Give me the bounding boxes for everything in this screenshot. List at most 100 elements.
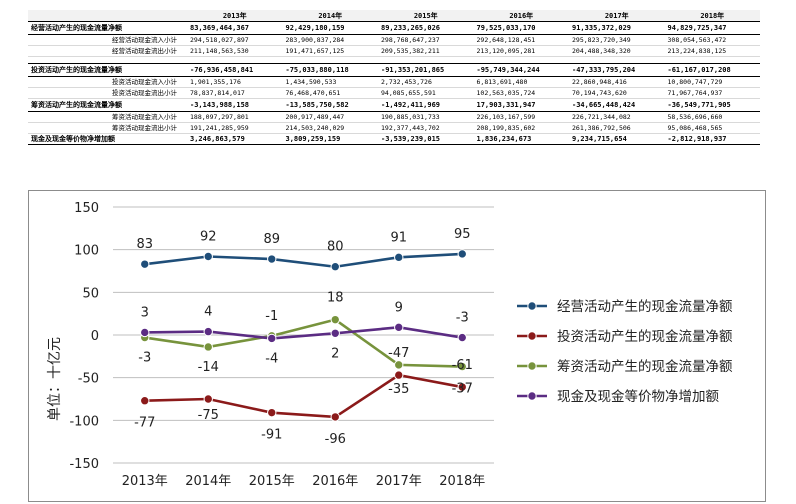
- data-point: [330, 412, 340, 422]
- data-label: 92: [200, 229, 217, 244]
- y-tick-label: -150: [69, 457, 99, 472]
- value-cell: -61,167,017,208: [664, 63, 760, 77]
- value-cell: 226,721,344,082: [569, 111, 665, 123]
- value-cell: 214,503,240,029: [282, 122, 378, 134]
- cash-flow-table: 2013年 2014年 2015年 2016年 2017年 2018年 经营活动…: [28, 10, 760, 145]
- data-label: -77: [134, 416, 155, 431]
- y-tick-label: -100: [69, 414, 99, 429]
- y-tick-label: 100: [74, 244, 99, 259]
- value-cell: 204,488,348,320: [569, 45, 665, 57]
- spacer-cell: [187, 56, 283, 64]
- value-cell: 190,885,031,733: [378, 111, 474, 123]
- data-label: 91: [390, 230, 407, 245]
- value-cell: -1,492,411,969: [378, 98, 474, 112]
- value-cell: 71,967,764,937: [664, 87, 760, 99]
- value-cell: 261,386,792,506: [569, 122, 665, 134]
- value-cell: 89,233,265,026: [378, 21, 474, 35]
- data-label: -4: [265, 351, 278, 366]
- data-label: -1: [265, 309, 278, 324]
- row-label: 筹资活动现金流入小计: [28, 111, 187, 123]
- value-cell: 2,732,453,726: [378, 76, 474, 88]
- row-label: 投资活动现金流入小计: [28, 76, 187, 88]
- x-tick-label: 2013年: [122, 474, 168, 489]
- value-cell: 308,054,563,472: [664, 34, 760, 46]
- table-row: 现金及现金等价物净增加额 3,246,863,579 3,809,259,159 -3…: [28, 133, 760, 145]
- data-label: -91: [261, 428, 282, 443]
- value-cell: -47,333,795,204: [569, 63, 665, 77]
- series-line: [144, 326, 463, 340]
- legend-swatch-marker: [527, 361, 537, 371]
- year-header: 2016年: [473, 10, 569, 22]
- value-cell: 213,120,095,281: [473, 45, 569, 57]
- value-cell: 209,535,382,211: [378, 45, 474, 57]
- data-label: 83: [136, 237, 153, 252]
- row-label: 经营活动现金流入小计: [28, 34, 187, 46]
- value-cell: -91,353,201,865: [378, 63, 474, 77]
- value-cell: 192,377,443,702: [378, 122, 474, 134]
- table-row: 经营活动现金流出小计 211,148,563,530 191,471,657,125…: [28, 45, 760, 57]
- data-point: [394, 322, 404, 333]
- data-label: -75: [198, 408, 219, 423]
- year-header: 2018年: [664, 10, 760, 22]
- value-cell: -36,549,771,905: [664, 98, 760, 112]
- value-cell: 58,536,696,660: [664, 111, 760, 123]
- data-point: [394, 360, 404, 370]
- table-row: 经营活动现金流入小计 294,518,027,897 283,900,837,284…: [28, 34, 760, 46]
- value-cell: 10,800,747,729: [664, 76, 760, 88]
- row-label: 经营活动产生的现金流量净额: [28, 21, 187, 35]
- spacer-cell: [473, 56, 569, 64]
- data-point: [203, 251, 213, 262]
- row-label: 投资活动现金流出小计: [28, 87, 187, 99]
- data-label: -3: [138, 351, 151, 366]
- value-cell: 1,836,234,673: [473, 133, 569, 145]
- data-point: [457, 249, 467, 259]
- data-point: [203, 326, 213, 337]
- legend-label: 投资活动产生的现金流量净额: [557, 329, 733, 345]
- value-cell: -2,812,918,937: [664, 133, 760, 145]
- line-chart: 150 100 50 0 -50 -100 -150 2013年 2014年 2015年 2016年…: [47, 201, 733, 489]
- spacer-cell: [664, 56, 760, 64]
- value-cell: 95,086,468,565: [664, 122, 760, 134]
- data-point: [457, 361, 467, 372]
- value-cell: -75,033,880,118: [282, 63, 378, 77]
- value-cell: -95,749,344,244: [473, 63, 569, 77]
- data-point: [457, 332, 467, 343]
- legend-label: 现金及现金等价物净增加额: [557, 388, 719, 405]
- y-tick-label: 50: [82, 286, 99, 301]
- value-cell: 70,194,743,620: [569, 87, 665, 99]
- data-label: 2: [331, 346, 339, 361]
- year-header: 2017年: [569, 10, 665, 22]
- row-label: 筹资活动产生的现金流量净额: [28, 98, 187, 112]
- data-point: [140, 396, 150, 406]
- value-cell: 91,335,372,029: [569, 21, 665, 35]
- year-header: 2015年: [378, 10, 474, 22]
- value-cell: 1,901,355,176: [187, 76, 283, 88]
- value-cell: 78,837,814,017: [187, 87, 283, 99]
- data-label: 4: [204, 305, 212, 320]
- value-cell: 9,234,715,654: [569, 133, 665, 145]
- data-label: 95: [454, 227, 471, 242]
- data-label: 18: [327, 291, 344, 306]
- x-tick-label: 2014年: [185, 474, 231, 489]
- data-point: [267, 333, 277, 344]
- value-cell: 79,525,033,170: [473, 21, 569, 35]
- y-tick-label: -50: [78, 372, 99, 387]
- legend-swatch-marker: [527, 331, 537, 341]
- spacer-row: [28, 56, 760, 64]
- value-cell: 226,103,167,599: [473, 111, 569, 123]
- data-label: 3: [141, 305, 149, 320]
- value-cell: 94,085,655,591: [378, 87, 474, 99]
- series-line: [144, 373, 463, 419]
- header-blank: [28, 10, 187, 22]
- chart-frame: 150 100 50 0 -50 -100 -150 2013年 2014年 2015年 2016年…: [28, 190, 766, 502]
- value-cell: 94,829,725,347: [664, 21, 760, 35]
- year-header: 2014年: [282, 10, 378, 22]
- value-cell: 211,148,563,530: [187, 45, 283, 57]
- x-tick-label: 2017年: [376, 474, 422, 489]
- spacer-cell: [569, 56, 665, 64]
- value-cell: 6,813,691,480: [473, 76, 569, 88]
- value-cell: 83,369,464,367: [187, 21, 283, 35]
- value-cell: 1,434,590,533: [282, 76, 378, 88]
- value-cell: 292,648,128,451: [473, 34, 569, 46]
- value-cell: 200,917,489,447: [282, 111, 378, 123]
